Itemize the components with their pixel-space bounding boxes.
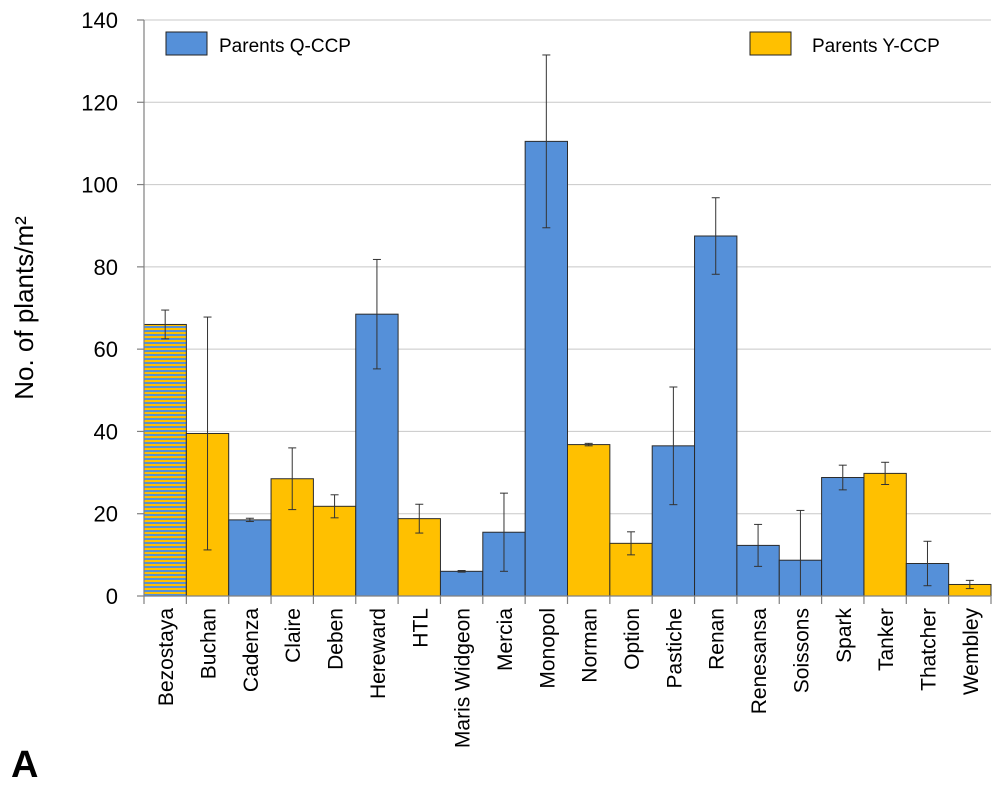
x-tick-label: Mercia [494,608,517,671]
x-tick-label: HTL [409,608,432,648]
x-tick-label: Norman [579,608,602,683]
y-tick-label: 60 [94,337,118,362]
y-axis-label: No. of plants/m² [9,216,39,400]
bar [863,472,907,597]
x-tick-label: Option [621,608,644,670]
legend-swatch-y-ccp [749,31,792,56]
x-tick-label: Cadenza [240,608,263,692]
error-bars [161,54,974,597]
x-tick-labels: Bezostaya Buchan Cadenza Claire Deben Herewar… [155,608,983,749]
x-tick-label: Hereward [367,608,390,699]
x-tick-label: Tanker [875,608,898,671]
x-tick-label: Thatcher [917,608,940,691]
x-tick-label: Pastiche [663,608,686,689]
bars [143,140,992,597]
x-tick-label: Buchan [198,608,221,679]
y-tick-label: 100 [81,173,118,198]
bar [567,444,611,597]
bar [694,235,738,597]
legend-label-y-ccp: Parents Y-CCP [812,36,940,57]
legend-item-q-ccp: Parents Q-CCP [165,31,351,57]
x-tick-label: Renesansa [748,608,771,715]
bar [312,505,357,597]
x-tick-label: Soissons [790,608,813,693]
y-tick-label: 120 [81,90,118,115]
y-tick-label: 140 [81,8,118,33]
legend-label-q-ccp: Parents Q-CCP [219,36,351,57]
y-tick-labels: 0 20 40 60 80 100 120 140 [81,8,118,609]
x-tick-label: Maris Widgeon [452,608,475,748]
legend-item-y-ccp: Parents Y-CCP [749,31,940,57]
panel-label: A [11,744,38,786]
y-tick-label: 0 [106,584,118,609]
bar [228,519,272,597]
x-tick-label: Spark [833,608,856,663]
x-tick-label: Bezostaya [155,608,178,706]
x-tick-label: Renan [706,608,729,670]
bar [439,570,484,597]
y-tick-label: 40 [94,419,118,444]
x-tick-label: Claire [282,608,305,663]
x-tick-label: Deben [325,608,348,670]
y-tick-label: 80 [94,255,118,280]
legend-swatch-q-ccp [165,31,208,56]
y-tick-label: 20 [94,502,118,527]
x-tick-label: Wembley [960,608,983,696]
bar [821,477,865,597]
bar [143,323,187,597]
axes [137,19,992,604]
x-tick-label: Monopol [536,608,559,689]
